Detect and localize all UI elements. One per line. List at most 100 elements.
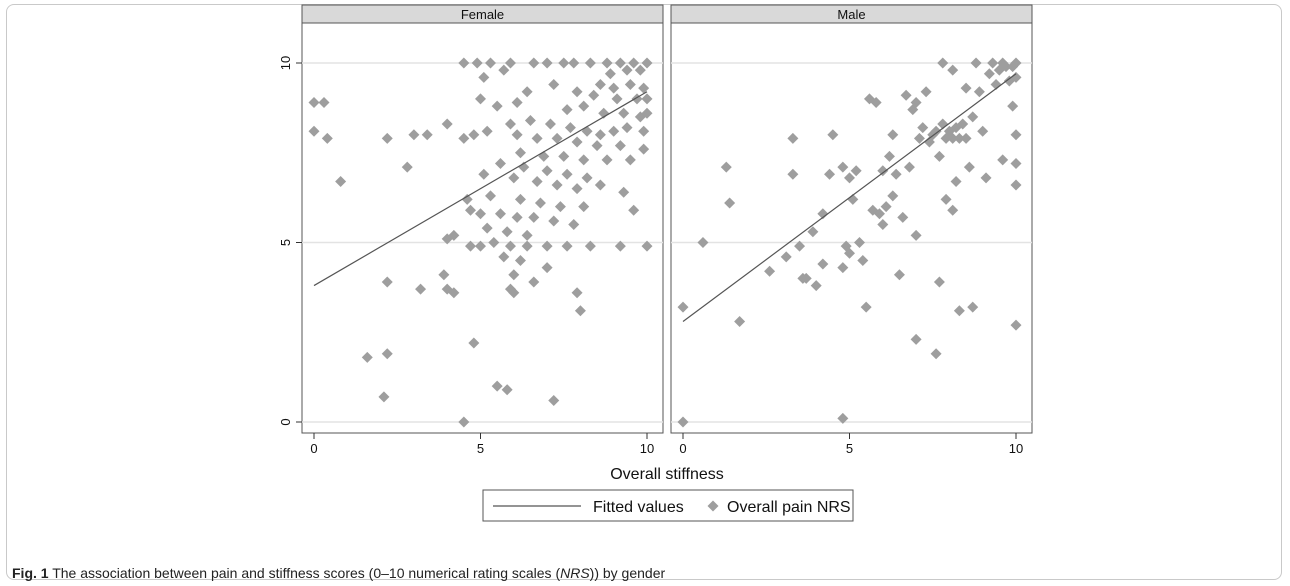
- data-point-male: [873, 208, 885, 220]
- data-point-male: [853, 237, 865, 248]
- plot-area-male: [670, 22, 1033, 434]
- data-point-female: [381, 276, 393, 288]
- x-tick-label-male: 0: [679, 441, 686, 456]
- data-point-female: [521, 229, 533, 241]
- data-point-male: [890, 168, 902, 180]
- data-point-male: [887, 129, 899, 141]
- data-point-female: [541, 240, 553, 252]
- data-point-male: [947, 132, 959, 144]
- data-point-male: [734, 315, 746, 327]
- data-point-female: [478, 168, 490, 180]
- data-point-female: [561, 168, 573, 180]
- data-point-male: [794, 240, 806, 252]
- data-point-female: [475, 208, 486, 220]
- data-point-female: [571, 136, 583, 148]
- data-point-male: [837, 412, 849, 424]
- data-point-female: [638, 125, 650, 137]
- legend-box: [482, 489, 854, 522]
- data-point-female: [438, 269, 450, 281]
- data-point-female: [548, 215, 560, 227]
- data-point-male: [967, 111, 979, 123]
- data-point-female: [561, 104, 573, 116]
- data-point-male: [947, 204, 959, 216]
- data-point-female: [571, 183, 583, 195]
- data-point-male: [883, 150, 895, 162]
- data-point-female: [608, 125, 620, 137]
- data-point-female: [628, 57, 640, 69]
- data-point-female: [594, 179, 606, 191]
- data-point-male: [910, 96, 922, 108]
- y-tick-label: 0: [278, 418, 293, 425]
- data-point-female: [401, 161, 413, 173]
- x-tick-label-male: 5: [846, 441, 853, 456]
- data-point-male: [977, 125, 989, 137]
- y-tick-label: 5: [278, 239, 293, 246]
- figure-caption: Fig. 1 The association between pain and …: [12, 565, 665, 581]
- data-point-female: [641, 57, 653, 69]
- data-point-male: [837, 262, 849, 274]
- data-point-female: [601, 154, 613, 166]
- x-tick-label-female: 10: [640, 441, 654, 456]
- data-point-male: [877, 219, 889, 231]
- data-point-male: [947, 64, 959, 76]
- data-point-female: [514, 147, 526, 159]
- data-point-female: [458, 416, 470, 428]
- data-point-female: [621, 122, 633, 134]
- data-point-male: [933, 150, 945, 162]
- data-point-female: [491, 380, 503, 392]
- data-point-female: [318, 96, 330, 108]
- data-point-male: [844, 247, 855, 259]
- data-point-female: [321, 132, 333, 144]
- data-point-female: [528, 276, 540, 288]
- data-point-female: [441, 233, 453, 245]
- fitted-line-female: [313, 91, 648, 287]
- data-point-male: [987, 57, 999, 69]
- x-axis-title: Overall stiffness: [610, 466, 724, 483]
- data-point-male: [970, 57, 982, 69]
- y-tick-label: 10: [278, 56, 293, 70]
- data-point-female: [308, 125, 320, 137]
- data-point-female: [611, 93, 623, 105]
- data-point-female: [308, 96, 320, 108]
- data-point-female: [558, 150, 570, 162]
- data-point-male: [677, 416, 689, 428]
- scatter-chart: Female 0 5 10 Male 0 5 10 0 5 10 Overall stiffness F…: [278, 4, 1033, 522]
- caption-abbr: NRS: [560, 565, 590, 581]
- data-point-female: [614, 240, 626, 252]
- data-point-female: [441, 118, 453, 130]
- data-point-female: [408, 129, 420, 141]
- data-point-female: [361, 351, 373, 363]
- data-point-female: [335, 175, 347, 187]
- caption-label: Fig. 1: [12, 565, 49, 581]
- data-point-female: [511, 211, 523, 223]
- data-point-male: [844, 172, 855, 184]
- data-point-female: [511, 129, 523, 141]
- data-point-male: [807, 226, 819, 238]
- data-point-male: [860, 301, 872, 313]
- data-point-female: [494, 158, 506, 170]
- data-point-female: [421, 129, 433, 141]
- data-point-female: [494, 208, 506, 220]
- data-point-female: [634, 64, 646, 76]
- data-point-female: [551, 132, 563, 144]
- data-point-female: [528, 211, 540, 223]
- data-point-female: [458, 57, 470, 69]
- data-point-female: [501, 384, 513, 396]
- data-point-female: [628, 204, 640, 216]
- data-point-female: [608, 82, 620, 94]
- data-point-female: [568, 219, 580, 231]
- data-point-female: [471, 57, 483, 69]
- data-point-female: [541, 57, 553, 69]
- data-point-male: [960, 132, 972, 144]
- data-point-male: [963, 161, 975, 173]
- legend-label-fitted: Fitted values: [593, 499, 684, 516]
- data-point-female: [638, 82, 650, 94]
- data-point-female: [468, 129, 480, 141]
- data-point-female: [641, 240, 653, 252]
- legend-label-points: Overall pain NRS: [727, 499, 851, 516]
- data-point-male: [1010, 158, 1022, 170]
- data-point-female: [584, 57, 596, 69]
- data-point-female: [614, 57, 626, 69]
- data-point-female: [618, 186, 630, 198]
- data-point-female: [544, 118, 556, 130]
